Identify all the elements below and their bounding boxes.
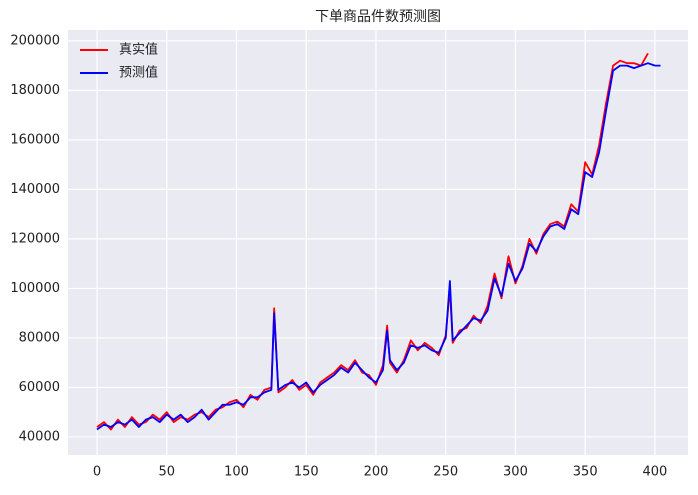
y-tick-label: 120000	[10, 231, 60, 246]
x-tick-label: 150	[294, 465, 319, 480]
y-tick-label: 200000	[10, 33, 60, 48]
x-tick-label: 250	[433, 465, 458, 480]
x-tick-label: 0	[93, 465, 101, 480]
y-tick-label: 100000	[10, 281, 60, 296]
legend-label: 真实值	[119, 42, 158, 58]
y-tick-label: 80000	[19, 330, 60, 345]
series-line	[96, 52, 649, 431]
y-tick-label: 160000	[10, 132, 60, 147]
x-tick-label: 100	[224, 465, 249, 480]
x-tick-label: 400	[643, 465, 668, 480]
legend-label: 预测值	[119, 65, 158, 81]
y-tick-label: 40000	[19, 429, 60, 444]
y-tick-label: 60000	[19, 380, 60, 395]
plot-area	[68, 30, 688, 455]
y-tick-label: 140000	[10, 182, 60, 197]
x-tick-label: 200	[364, 465, 389, 480]
x-tick-label: 50	[158, 465, 175, 480]
series-line	[96, 62, 661, 431]
y-tick-label: 180000	[10, 83, 60, 98]
x-tick-label: 350	[573, 465, 598, 480]
chart-title: 下单商品件数预测图	[315, 9, 441, 25]
x-tick-label: 300	[503, 465, 528, 480]
